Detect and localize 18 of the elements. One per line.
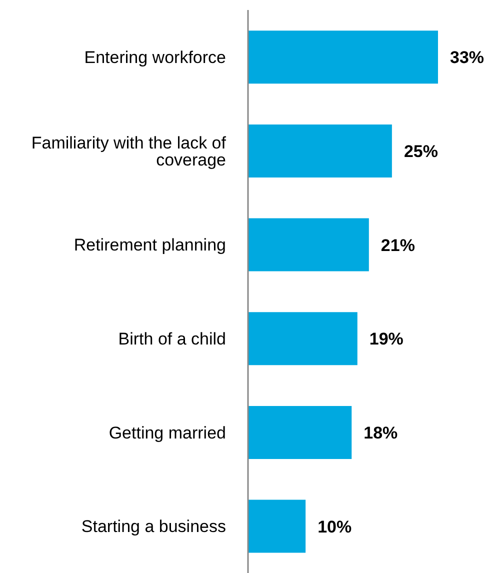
bar [248,124,392,178]
y-tick-label: Starting a business [81,517,226,536]
data-label: 19% [369,330,404,349]
data-label: 21% [380,236,415,255]
y-tick-label: Entering workforce [84,48,226,67]
y-tick-label: Retirement planning [74,236,226,255]
bar [248,218,369,272]
y-tick-label: Familiarity with the lack of coverage [31,133,226,170]
data-label: 10% [318,517,352,536]
data-label: 33% [450,48,484,68]
bar [248,500,306,553]
bar [248,312,358,366]
bar [248,30,438,84]
bar [248,406,352,459]
data-label: 25% [404,142,438,162]
data-label: 18% [364,424,398,443]
y-tick-label: Getting married [108,423,226,442]
y-tick-label: Birth of a child [118,329,226,348]
